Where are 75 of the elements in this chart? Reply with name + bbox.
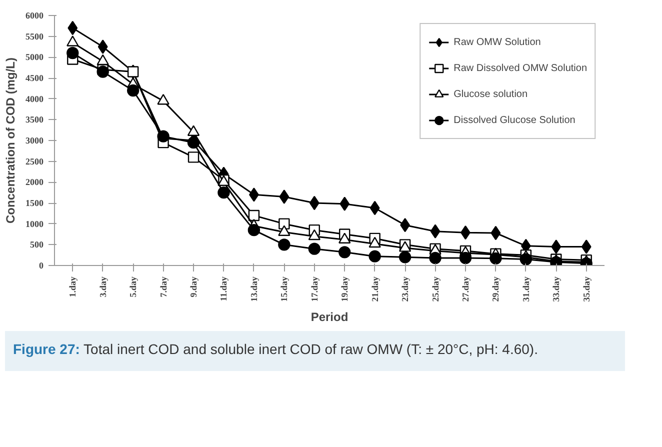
x-tick-label: 21.day <box>370 276 380 302</box>
legend-label: Glucose solution <box>454 88 528 100</box>
x-tick-label: 15.day <box>279 276 290 302</box>
x-tick-label: 25.day <box>430 276 440 302</box>
x-tick-label: 11.day <box>218 276 229 302</box>
point <box>370 200 380 216</box>
point <box>551 240 562 254</box>
x-axis-title: Period <box>310 310 348 324</box>
y-tick-label: 500 <box>30 240 44 250</box>
y-tick-label: 3500 <box>26 114 44 125</box>
point <box>279 190 290 204</box>
x-tick-label: 9.day <box>188 276 199 298</box>
point <box>308 242 320 255</box>
point <box>581 240 592 254</box>
x-tick-label: 19.day <box>340 276 350 302</box>
y-tick-label: 2500 <box>26 156 44 166</box>
y-tick-label: 1000 <box>26 218 44 229</box>
point <box>187 125 200 136</box>
point <box>68 20 78 36</box>
point <box>96 66 109 78</box>
legend-label: Raw OMW Solution <box>454 36 541 48</box>
point <box>126 84 140 97</box>
x-tick-label: 23.day <box>400 276 410 302</box>
legend-label: Raw Dissolved OMW Solution <box>454 62 587 74</box>
y-axis-title: Concentration of COD (mg/L) <box>4 58 18 224</box>
x-tick-label: 1.day <box>68 276 78 298</box>
point <box>368 250 381 262</box>
point <box>278 225 290 236</box>
point <box>520 253 532 266</box>
y-tick-label: 2000 <box>26 177 44 188</box>
point <box>429 252 442 264</box>
point <box>338 232 351 244</box>
x-tick-label: 27.day <box>460 276 470 302</box>
x-tick-label: 29.day <box>490 276 501 302</box>
point <box>187 136 200 149</box>
point <box>308 229 320 240</box>
x-tick-label: 13.day <box>248 276 259 302</box>
point <box>66 36 79 46</box>
legend-label: Dissolved Glucose Solution <box>454 114 576 126</box>
y-tick-label: 0 <box>39 260 44 270</box>
point <box>248 210 260 222</box>
point <box>398 251 412 264</box>
point <box>430 224 440 238</box>
point <box>459 252 472 264</box>
point <box>340 196 350 211</box>
point <box>218 186 230 199</box>
y-tick-label: 4000 <box>26 94 44 104</box>
y-tick-label: 1500 <box>26 198 44 208</box>
point <box>98 40 108 54</box>
caption: Figure 27: <box>13 341 80 357</box>
x-tick-label: 3.day <box>98 276 108 298</box>
point <box>309 196 320 210</box>
x-tick-label: 17.day <box>309 276 320 302</box>
text: Total inert COD and soluble inert COD of raw OMW (T: ± 20°C, pH: 4.60). <box>84 341 538 357</box>
x-tick-label: 31.day <box>520 276 531 302</box>
y-tick-label: 6000 <box>26 10 44 20</box>
point <box>157 94 170 105</box>
point <box>248 224 260 236</box>
x-tick-label: 7.day <box>158 276 168 298</box>
point <box>157 130 170 142</box>
y-tick-label: 3000 <box>26 136 44 146</box>
point <box>66 46 79 60</box>
point <box>338 246 351 258</box>
x-tick-label: 33.day <box>551 276 562 302</box>
y-tick-label: 5500 <box>26 31 44 42</box>
point <box>96 54 109 66</box>
x-tick-label: 35.day <box>581 276 592 302</box>
point <box>368 236 381 248</box>
point <box>490 226 501 240</box>
point <box>278 238 290 251</box>
y-tick-label: 5000 <box>26 52 44 62</box>
point <box>188 152 200 163</box>
y-tick-label: 4500 <box>26 73 44 83</box>
point <box>490 252 502 265</box>
x-tick-label: 5.day <box>128 276 138 298</box>
